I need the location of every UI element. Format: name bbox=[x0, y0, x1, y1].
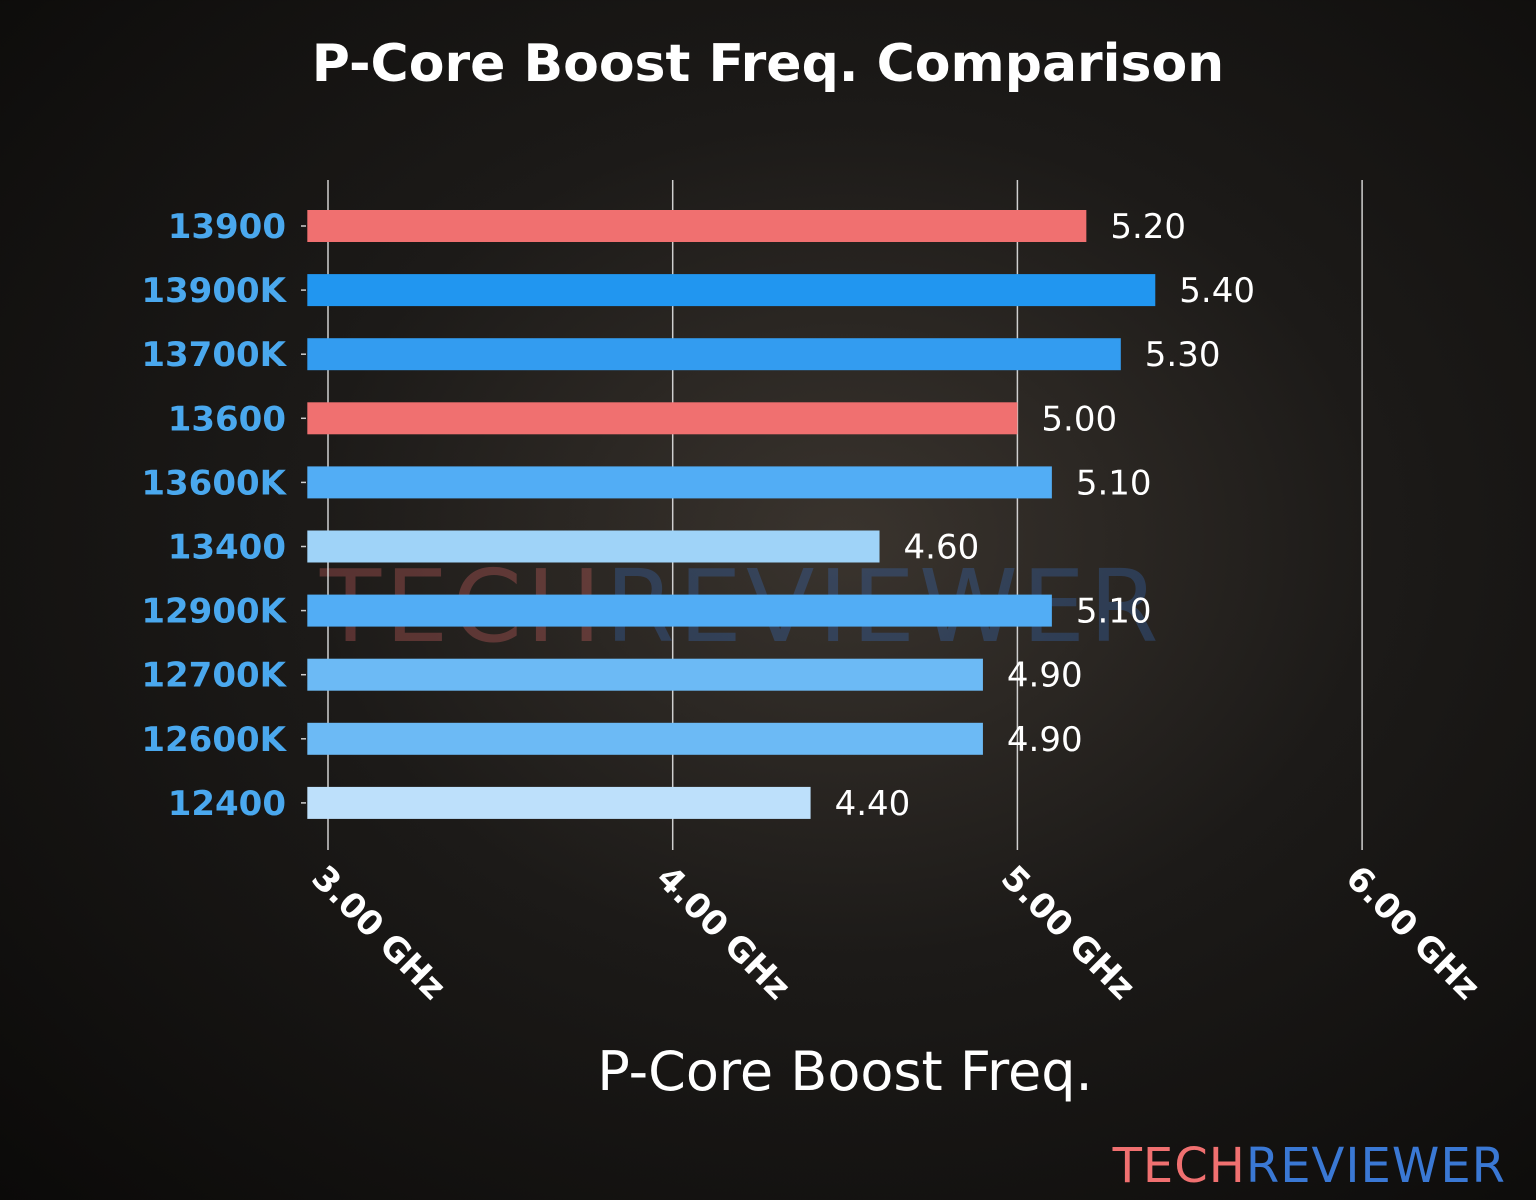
bar-13900 bbox=[307, 210, 1087, 242]
x-tick-label: 3.00 GHz bbox=[304, 858, 454, 1008]
category-label: 12400 bbox=[168, 784, 286, 824]
data-label: 5.20 bbox=[1110, 207, 1186, 247]
category-label: 13400 bbox=[168, 528, 286, 568]
data-label: 5.10 bbox=[1076, 592, 1152, 632]
bar-13700K bbox=[307, 338, 1121, 371]
x-tick-label: 5.00 GHz bbox=[993, 858, 1143, 1008]
data-label: 5.00 bbox=[1041, 399, 1117, 439]
techreviewer-logo: TECHREVIEWER bbox=[1113, 1138, 1506, 1194]
category-label: 13900 bbox=[168, 207, 286, 247]
bar-13600 bbox=[307, 402, 1018, 435]
category-label: 13700K bbox=[141, 335, 287, 375]
category-label: 13600 bbox=[168, 399, 286, 439]
bar-12400 bbox=[307, 786, 811, 819]
bar-12700K bbox=[307, 658, 983, 691]
logo-tech: TECH bbox=[1112, 1138, 1246, 1194]
category-label: 12600K bbox=[141, 720, 287, 760]
x-tick-label: 4.00 GHz bbox=[648, 858, 798, 1008]
data-label: 5.30 bbox=[1145, 335, 1221, 375]
chart-title: P-Core Boost Freq. Comparison bbox=[311, 34, 1225, 94]
data-label: 4.90 bbox=[1007, 656, 1083, 696]
bar-12900K bbox=[307, 594, 1052, 627]
x-axis-label: P-Core Boost Freq. bbox=[597, 1040, 1093, 1103]
data-label: 4.90 bbox=[1007, 720, 1083, 760]
x-tick-label: 6.00 GHz bbox=[1338, 858, 1488, 1008]
category-label: 12900K bbox=[141, 592, 287, 632]
category-label: 12700K bbox=[141, 656, 287, 696]
logo-reviewer: REVIEWER bbox=[1245, 1138, 1506, 1194]
data-label: 4.40 bbox=[835, 784, 911, 824]
bar-13400 bbox=[307, 530, 880, 563]
data-label: 5.40 bbox=[1179, 271, 1255, 311]
bar-13600K bbox=[307, 466, 1052, 499]
bar-12600K bbox=[307, 722, 983, 755]
category-label: 13600K bbox=[141, 463, 287, 503]
bar-13900K bbox=[307, 274, 1156, 307]
data-label: 4.60 bbox=[904, 528, 980, 568]
category-label: 13900K bbox=[141, 271, 287, 311]
data-label: 5.10 bbox=[1076, 463, 1152, 503]
